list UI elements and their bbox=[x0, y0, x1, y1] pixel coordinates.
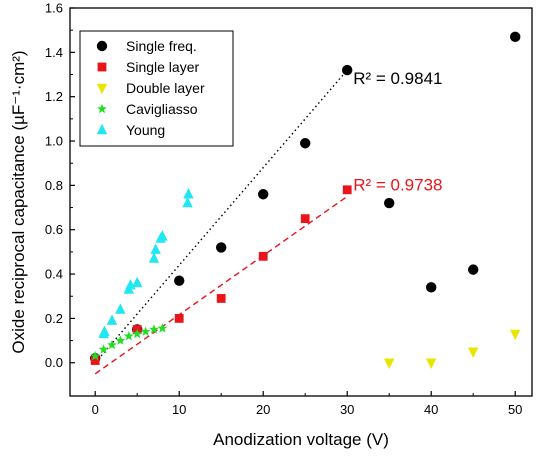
data-point bbox=[300, 214, 310, 224]
y-axis-label: Oxide reciprocal capacitance (µF⁻¹·cm²) bbox=[9, 50, 28, 353]
r-squared-label: R² = 0.9738 bbox=[353, 175, 442, 194]
data-point bbox=[300, 138, 311, 149]
fit-annotations: R² = 0.9841 R² = 0.9738 bbox=[353, 69, 442, 194]
series-young bbox=[98, 188, 194, 339]
legend-item: Single layer bbox=[97, 59, 199, 75]
series-single-freq bbox=[90, 31, 521, 364]
y-tick-label: 0.4 bbox=[45, 267, 63, 282]
legend-label: Cavigliasso bbox=[126, 101, 198, 117]
data-point bbox=[510, 329, 521, 341]
x-axis-label: Anodization voltage (V) bbox=[213, 430, 389, 449]
x-tick-label: 0 bbox=[92, 402, 99, 417]
y-tick-label: 0.8 bbox=[45, 178, 63, 193]
data-point bbox=[99, 325, 110, 336]
data-point bbox=[96, 123, 108, 135]
fit-line bbox=[94, 69, 348, 364]
data-point bbox=[115, 303, 126, 314]
data-point bbox=[183, 188, 194, 199]
data-point bbox=[132, 276, 143, 288]
y-tick-label: 1.4 bbox=[45, 45, 63, 60]
data-point bbox=[97, 62, 107, 72]
data-point bbox=[342, 64, 353, 76]
r-squared-label: R² = 0.9841 bbox=[353, 69, 442, 88]
x-tick-label: 50 bbox=[508, 402, 522, 417]
series-double-layer bbox=[384, 329, 521, 369]
data-point bbox=[123, 330, 134, 341]
x-tick-label: 20 bbox=[256, 402, 270, 417]
data-point bbox=[174, 275, 185, 286]
data-point bbox=[96, 40, 108, 52]
data-point bbox=[384, 197, 395, 209]
legend-item: Young bbox=[96, 122, 165, 138]
legend-item: Single freq. bbox=[96, 38, 197, 54]
legend-label: Young bbox=[126, 122, 165, 138]
y-tick-label: 0.6 bbox=[45, 222, 63, 237]
x-tick-label: 10 bbox=[172, 402, 186, 417]
y-tick-label: 1.2 bbox=[45, 89, 63, 104]
legend-item: Double layer bbox=[96, 80, 205, 96]
data-point bbox=[384, 358, 395, 369]
data-point bbox=[90, 356, 100, 365]
data-point bbox=[132, 328, 143, 339]
data-point bbox=[468, 347, 479, 358]
data-point bbox=[157, 230, 168, 241]
x-axis-ticks: 0 10 20 30 40 50 bbox=[92, 391, 522, 417]
data-point bbox=[148, 252, 160, 263]
legend-label: Single freq. bbox=[126, 38, 197, 54]
data-markers bbox=[90, 31, 521, 369]
data-point bbox=[157, 323, 168, 333]
legend-label: Single layer bbox=[126, 59, 199, 75]
data-point bbox=[150, 243, 161, 254]
legend-label: Double layer bbox=[126, 80, 205, 96]
legend-box bbox=[79, 30, 234, 147]
legend: Single freq. Single layer Double layer Cavi… bbox=[79, 30, 234, 147]
data-point bbox=[106, 314, 118, 325]
y-tick-label: 1.0 bbox=[45, 134, 63, 149]
data-point bbox=[174, 314, 184, 323]
data-point bbox=[182, 196, 193, 208]
data-point bbox=[90, 350, 101, 361]
data-point bbox=[510, 31, 521, 43]
legend-item: Cavigliasso bbox=[97, 101, 198, 117]
data-point bbox=[140, 326, 151, 336]
data-point bbox=[115, 335, 126, 345]
plot-frame bbox=[69, 7, 533, 397]
data-point bbox=[426, 282, 437, 293]
y-tick-label: 0.2 bbox=[45, 311, 63, 326]
data-point bbox=[468, 264, 479, 275]
x-tick-label: 40 bbox=[424, 402, 438, 417]
plot-border bbox=[69, 7, 533, 397]
series-cavigliasso bbox=[90, 323, 168, 361]
data-point bbox=[97, 103, 107, 114]
fit-lines bbox=[94, 69, 348, 375]
data-point bbox=[216, 294, 226, 303]
fit-line bbox=[94, 195, 348, 375]
data-point bbox=[107, 339, 117, 350]
data-point bbox=[342, 185, 352, 195]
data-point bbox=[149, 324, 159, 334]
data-point bbox=[258, 189, 269, 200]
data-point bbox=[426, 358, 437, 369]
x-tick-label: 30 bbox=[340, 402, 354, 417]
y-axis-ticks: 0.0 0.2 0.4 0.6 0.8 1.0 1.2 1.4 1.6 bbox=[45, 1, 75, 370]
data-point bbox=[258, 251, 268, 261]
data-point bbox=[98, 344, 109, 354]
data-point bbox=[216, 242, 227, 253]
y-tick-label: 1.6 bbox=[45, 1, 63, 16]
y-tick-label: 0.0 bbox=[45, 355, 63, 370]
data-point bbox=[96, 83, 108, 95]
